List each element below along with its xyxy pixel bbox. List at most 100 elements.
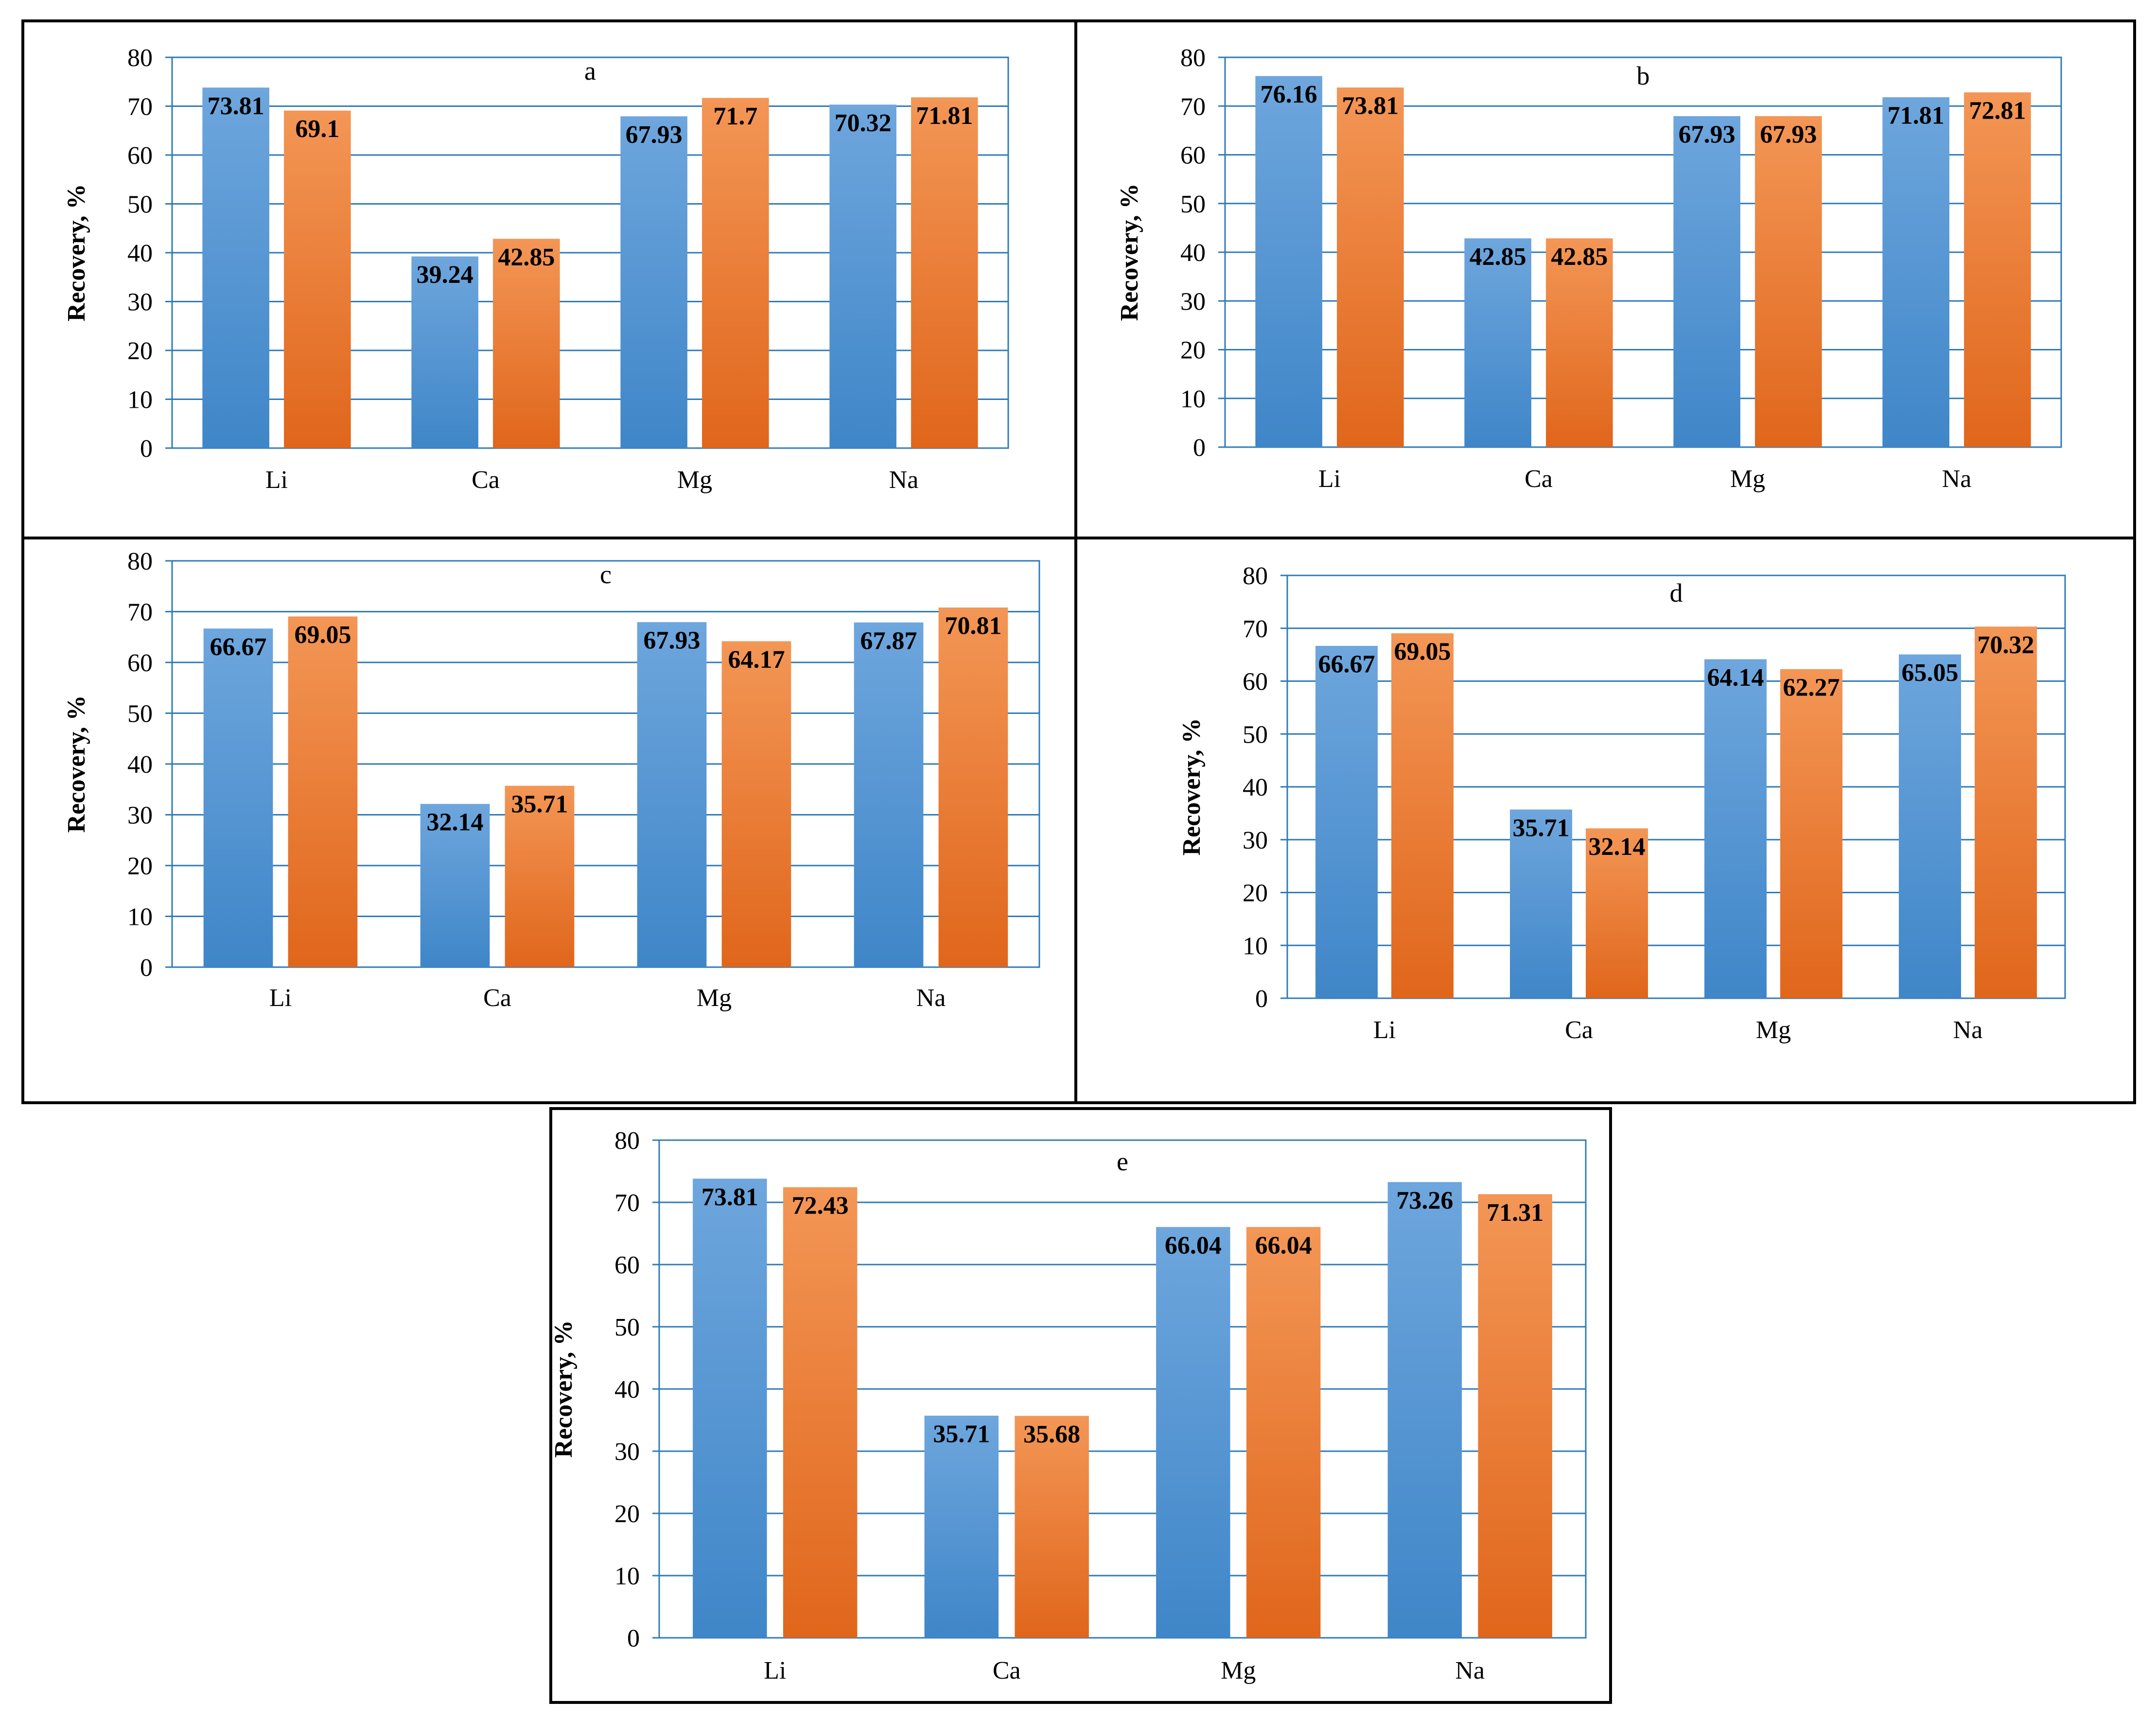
y-tick-label: 30 — [127, 802, 153, 830]
y-tick-label: 60 — [127, 142, 153, 170]
data-label: 70.81 — [945, 612, 1001, 640]
y-tick-label: 10 — [1180, 385, 1206, 413]
data-label: 67.93 — [626, 121, 683, 149]
x-category-label: Na — [916, 984, 946, 1012]
data-label: 69.1 — [295, 115, 339, 143]
y-tick-label: 40 — [127, 751, 153, 779]
chart-title: e — [1117, 1147, 1128, 1176]
data-label: 66.67 — [210, 633, 267, 661]
bar-series-2-mg — [1755, 116, 1822, 447]
data-label: 65.05 — [1902, 659, 1959, 687]
data-label: 42.85 — [1470, 243, 1526, 271]
x-category-label: Ca — [1525, 465, 1553, 493]
x-category-label: Ca — [472, 466, 500, 494]
y-tick-label: 40 — [614, 1376, 640, 1404]
bar-series-1-li — [1255, 76, 1322, 448]
y-tick-label: 70 — [1180, 93, 1206, 121]
y-tick-label: 10 — [614, 1562, 640, 1590]
y-tick-label: 0 — [627, 1625, 640, 1652]
bar-series-1-li — [693, 1179, 767, 1638]
data-label: 72.81 — [1969, 97, 2026, 125]
bar-series-1-ca — [420, 804, 490, 967]
y-tick-label: 40 — [1243, 774, 1268, 801]
y-axis-label: Recovery, % — [552, 1320, 578, 1458]
x-category-label: Na — [889, 466, 919, 494]
data-label: 35.71 — [511, 790, 568, 818]
y-tick-label: 60 — [1243, 668, 1268, 696]
chart-title: a — [584, 56, 596, 86]
x-category-label: Ca — [993, 1657, 1021, 1684]
bar-series-1-ca — [411, 256, 478, 448]
y-tick-label: 50 — [614, 1314, 640, 1341]
y-tick-label: 0 — [1193, 434, 1206, 462]
chart-c-svg: 0 10 20 30 40 50 60 70 80 Recovery, % c 66.67 69.05 L… — [63, 548, 1040, 1012]
data-label: 71.7 — [713, 103, 757, 130]
bar-series-1-na — [1882, 97, 1949, 448]
bar-series-2-ca — [493, 239, 560, 448]
data-label: 70.32 — [835, 109, 892, 137]
data-label: 72.43 — [792, 1192, 849, 1219]
bar-series-1-ca — [1464, 238, 1531, 447]
data-label: 64.17 — [728, 646, 785, 674]
y-axis-label: Recovery, % — [1178, 718, 1206, 855]
data-label: 32.14 — [1589, 833, 1646, 861]
y-tick-label: 20 — [614, 1500, 640, 1528]
bar-series-1-mg — [637, 622, 707, 967]
y-tick-label: 80 — [1180, 44, 1206, 72]
y-tick-label: 30 — [614, 1438, 640, 1466]
y-tick-label: 10 — [1243, 932, 1268, 960]
y-tick-label: 50 — [1180, 191, 1206, 218]
x-category-label: Na — [1953, 1016, 1983, 1044]
bar-series-1-ca — [924, 1415, 999, 1638]
y-tick-label: 80 — [127, 548, 153, 575]
data-label: 39.24 — [417, 261, 473, 289]
y-axis-label: Recovery, % — [1116, 183, 1143, 321]
bar-series-1-na — [1899, 654, 1961, 998]
bar-series-2-li — [288, 616, 358, 967]
y-tick-label: 80 — [614, 1127, 640, 1155]
y-tick-label: 20 — [127, 852, 153, 880]
y-tick-label: 10 — [127, 386, 153, 414]
bar-series-2-na — [1975, 626, 2037, 998]
data-label: 64.14 — [1707, 664, 1764, 692]
y-tick-label: 0 — [140, 954, 153, 982]
y-tick-label: 60 — [614, 1251, 640, 1279]
y-tick-label: 30 — [1180, 288, 1206, 315]
y-tick-label: 70 — [1243, 615, 1268, 643]
data-label: 76.16 — [1261, 81, 1317, 108]
bar-series-2-na — [938, 607, 1008, 967]
x-category-label: Mg — [1756, 1016, 1791, 1044]
y-tick-label: 80 — [127, 44, 153, 72]
data-label: 67.93 — [644, 627, 701, 655]
data-label: 71.81 — [916, 102, 973, 130]
chart-panel-c: 0 10 20 30 40 50 60 70 80 Recovery, % c 66.67 69.05 L… — [21, 537, 1080, 1104]
data-label: 70.32 — [1978, 631, 2034, 659]
x-category-label: Li — [265, 466, 288, 494]
chart-panel-d: 0 10 20 30 40 50 60 70 80 Recovery, % d 66.67 69.05 L… — [1074, 537, 2136, 1104]
data-label: 32.14 — [427, 809, 484, 836]
y-tick-label: 40 — [127, 240, 153, 267]
x-category-label: Ca — [1565, 1016, 1593, 1044]
data-label: 67.87 — [860, 627, 917, 655]
bar-series-2-na — [1964, 92, 2031, 448]
y-tick-label: 70 — [614, 1189, 640, 1217]
bar-series-1-li — [203, 628, 273, 967]
data-label: 62.27 — [1783, 674, 1840, 701]
data-label: 73.81 — [1342, 92, 1399, 120]
y-tick-label: 40 — [1180, 239, 1206, 267]
x-category-label: Na — [1942, 465, 1972, 493]
y-tick-label: 20 — [1180, 337, 1206, 364]
data-label: 67.93 — [1760, 121, 1817, 149]
bar-series-2-mg — [1780, 669, 1842, 998]
bar-series-2-mg — [1246, 1227, 1321, 1638]
chart-a-svg: 0 10 20 30 40 50 60 70 80 Recovery, % a 73.81 69.1 Li… — [63, 44, 1009, 494]
y-tick-label: 0 — [1255, 985, 1268, 1013]
data-label: 42.85 — [498, 243, 555, 271]
x-category-label: Mg — [697, 984, 732, 1012]
y-tick-label: 10 — [127, 903, 153, 931]
bar-series-2-ca — [1586, 828, 1648, 998]
data-label: 66.04 — [1165, 1232, 1222, 1259]
data-label: 71.81 — [1888, 102, 1945, 130]
chart-b-svg: 0 10 20 30 40 50 60 70 80 Recovery, % b 76.16 73.81 L… — [1116, 44, 2062, 493]
bar-series-2-li — [284, 110, 351, 449]
